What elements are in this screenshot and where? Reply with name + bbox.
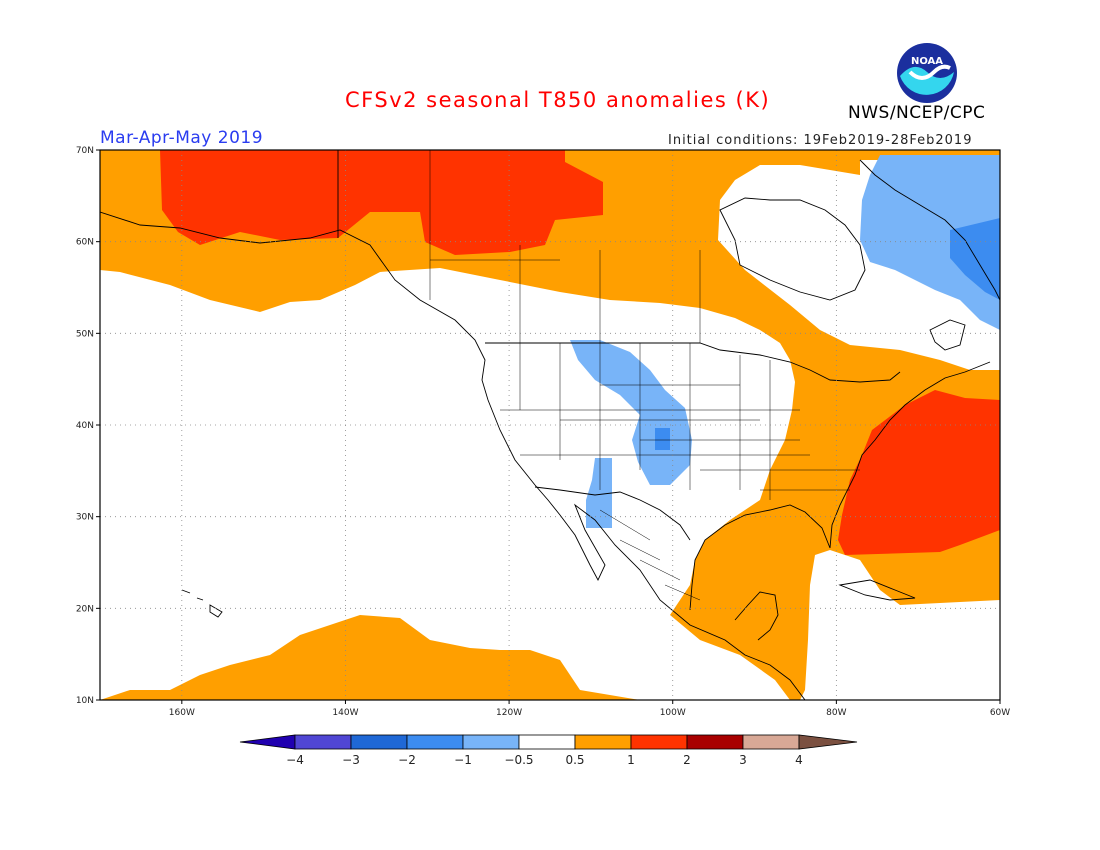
cuba-outline [838,579,916,601]
mexico-state-borders [599,509,701,601]
colorbar-swatch [350,734,408,750]
organization-label: NWS/NCEP/CPC [848,103,986,123]
colorbar-label: 0.5 [565,753,584,767]
coastline-gulf [689,361,991,611]
colorbar-label: −2 [398,753,416,767]
coastline-north-america [100,211,806,700]
us-state-borders [500,343,860,500]
lat-tick-label: 60N [76,238,94,248]
anomaly-region-alaska-red [160,150,603,255]
colorbar-label: −1 [454,753,472,767]
map-title: CFSv2 seasonal T850 anomalies (K) [345,88,771,112]
season-label: Mar-Apr-May 2019 [100,128,264,148]
colorbar-swatch [630,734,688,750]
lon-tick-label: 100W [660,708,686,718]
colorbar: −4 −3 −2 −1 −0.5 0.5 1 2 3 4 [239,734,858,767]
colorbar-label: 4 [795,753,803,767]
colorbar-swatch [462,734,520,750]
lat-tick-label: 40N [76,421,94,431]
anomaly-region-labrador-light [860,155,1000,330]
initial-conditions-label: Initial conditions: 19Feb2019-28Feb2019 [668,133,973,148]
colorbar-label: 2 [683,753,691,767]
coastline-newfoundland [929,319,966,351]
us-mexico-border [534,486,691,541]
lat-tick-label: 70N [76,146,94,156]
colorbar-swatch [742,734,800,750]
colorbar-label: 3 [739,753,747,767]
colorbar-label: 1 [627,753,635,767]
canada-us-border [485,342,901,383]
colorbar-swatch [406,734,464,750]
lon-tick-label: 160W [169,708,195,718]
lon-tick-label: 80W [826,708,846,718]
colorbar-label: −3 [342,753,360,767]
colorbar-arrow-left [239,734,296,750]
lat-tick-label: 20N [76,604,94,614]
anomaly-region-plains-dark [655,428,670,450]
noaa-logo-icon: NOAA [897,43,957,103]
canada-province-borders [429,150,701,343]
colorbar-arrow-right [798,734,858,750]
colorbar-swatch [294,734,352,750]
lat-tick-label: 50N [76,329,94,339]
colorbar-label: −4 [286,753,304,767]
coastline-canada-east [859,159,1000,301]
lon-tick-label: 140W [332,708,358,718]
colorbar-swatch [518,734,576,750]
hawaii-outline [181,589,223,618]
lon-tick-label: 120W [496,708,522,718]
coastline-hudson [719,197,866,301]
noaa-logo-text: NOAA [911,56,943,67]
lon-tick-label: 60W [990,708,1010,718]
colorbar-swatch [686,734,744,750]
colorbar-swatch [574,734,632,750]
coastline-yucatan [734,591,779,641]
lat-tick-label: 30N [76,513,94,523]
anomaly-region-arizona [586,458,612,528]
anomaly-region-atlantic-red [838,390,1000,555]
anomaly-region-labrador-dark [950,218,1000,300]
lat-tick-label: 10N [76,696,94,706]
colorbar-label: −0.5 [504,753,533,767]
anomaly-region-pacific-white [100,268,795,700]
